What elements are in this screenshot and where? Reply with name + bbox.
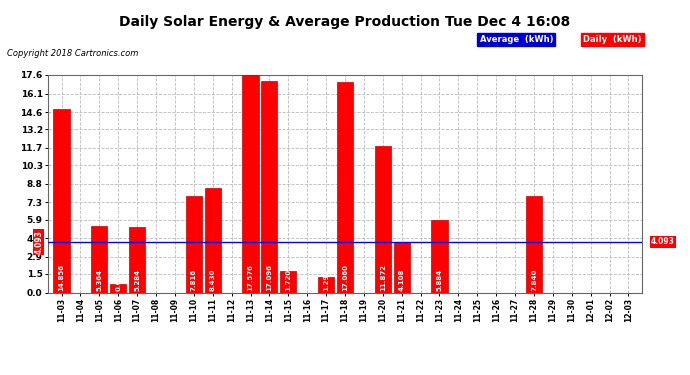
Bar <box>205 188 221 292</box>
Bar <box>375 146 391 292</box>
Bar <box>337 82 353 292</box>
Text: 17.096: 17.096 <box>266 264 273 291</box>
Text: 7.816: 7.816 <box>191 269 197 291</box>
Text: 11.872: 11.872 <box>380 264 386 291</box>
Text: Daily  (kWh): Daily (kWh) <box>583 35 642 44</box>
Text: 5.284: 5.284 <box>134 269 140 291</box>
Text: 0.684: 0.684 <box>115 269 121 291</box>
Bar <box>280 271 296 292</box>
Text: Daily Solar Energy & Average Production Tue Dec 4 16:08: Daily Solar Energy & Average Production … <box>119 15 571 29</box>
Bar <box>431 220 448 292</box>
Bar <box>186 196 202 292</box>
Bar <box>394 242 410 292</box>
Bar <box>242 75 259 292</box>
Text: 5.884: 5.884 <box>437 269 442 291</box>
Bar <box>129 227 145 292</box>
Text: 4.108: 4.108 <box>399 269 405 291</box>
Bar <box>262 81 277 292</box>
Bar <box>526 196 542 292</box>
Text: 8.430: 8.430 <box>210 269 216 291</box>
Text: 4.093: 4.093 <box>651 237 675 246</box>
Text: 1.720: 1.720 <box>285 269 291 291</box>
Text: 17.576: 17.576 <box>248 264 253 291</box>
Text: 17.060: 17.060 <box>342 264 348 291</box>
Text: 7.840: 7.840 <box>531 269 537 291</box>
Text: 4.093: 4.093 <box>34 230 43 254</box>
Text: 1.292: 1.292 <box>323 269 329 291</box>
Bar <box>318 276 334 292</box>
Bar <box>91 226 108 292</box>
Text: 14.856: 14.856 <box>59 264 65 291</box>
Bar <box>54 109 70 292</box>
Text: Copyright 2018 Cartronics.com: Copyright 2018 Cartronics.com <box>7 49 138 58</box>
Text: 5.364: 5.364 <box>97 269 102 291</box>
Text: Average  (kWh): Average (kWh) <box>480 35 553 44</box>
Bar <box>110 284 126 292</box>
